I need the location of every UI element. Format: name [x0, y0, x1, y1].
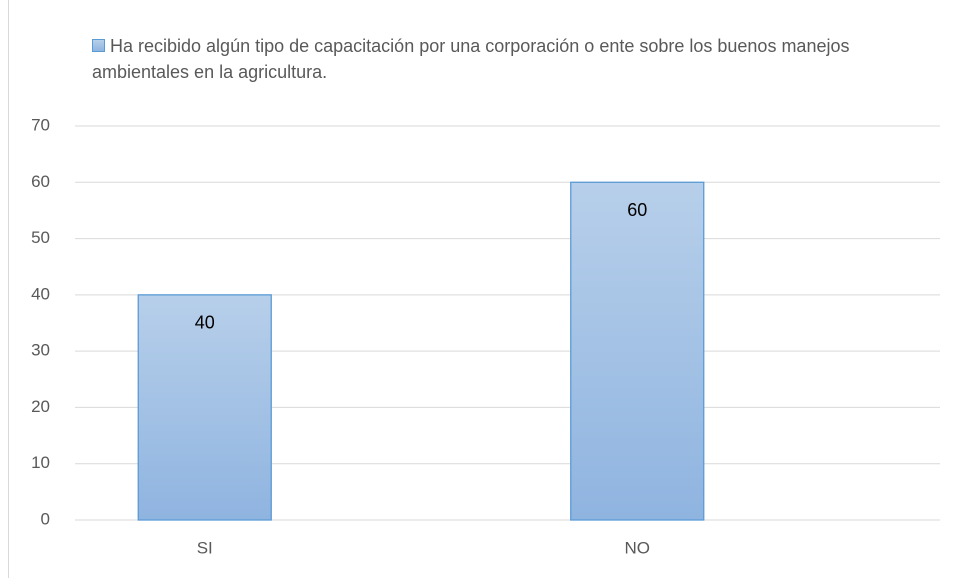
y-tick-label: 50 — [31, 228, 50, 247]
x-tick-label: NO — [625, 538, 651, 557]
y-tick-label: 60 — [31, 172, 50, 191]
y-tick-label: 20 — [31, 397, 50, 416]
y-tick-label: 30 — [31, 341, 50, 360]
legend: Ha recibido algún tipo de capacitación p… — [92, 33, 922, 85]
data-label: 40 — [195, 313, 215, 333]
y-tick-label: 10 — [31, 453, 50, 472]
data-label: 60 — [627, 200, 647, 220]
chart-border — [8, 0, 9, 578]
y-tick-label: 0 — [41, 509, 50, 528]
y-tick-label: 70 — [31, 115, 50, 134]
legend-key — [92, 39, 105, 52]
bar — [137, 294, 272, 521]
y-tick-label: 40 — [31, 284, 50, 303]
legend-label: Ha recibido algún tipo de capacitación p… — [92, 36, 850, 82]
bar — [570, 181, 705, 521]
x-tick-label: SI — [197, 538, 213, 557]
